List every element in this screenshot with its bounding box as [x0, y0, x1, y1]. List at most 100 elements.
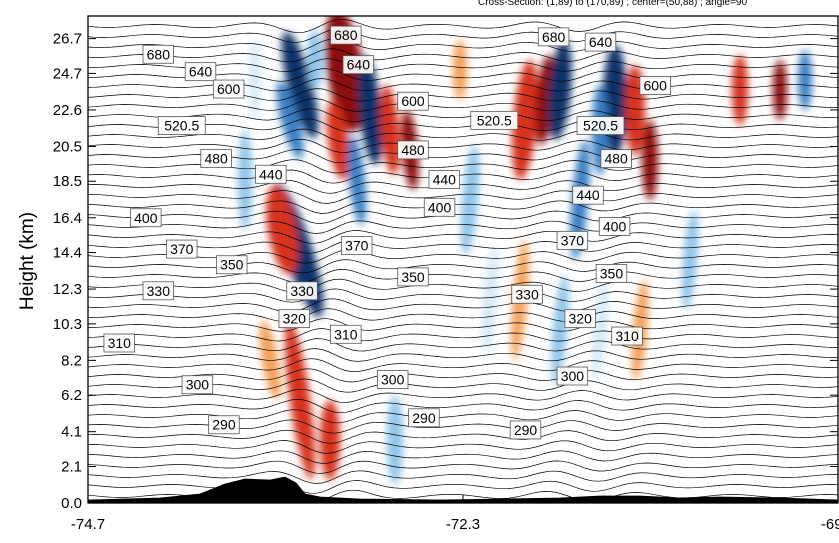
anomaly-blob-21 — [732, 55, 748, 125]
anomaly-blob-26 — [481, 245, 499, 355]
anomaly-blob-22 — [773, 60, 787, 120]
isentrope-line — [88, 440, 838, 454]
contour-label: 640 — [342, 55, 375, 75]
contour-label-text: 330 — [290, 283, 314, 299]
contour-label-text: 600 — [644, 78, 668, 94]
contour-label-text: 520.5 — [164, 118, 199, 134]
contour-label-text: 440 — [433, 171, 457, 187]
isentrope-line — [88, 190, 838, 204]
contour-label: 520.5 — [157, 116, 206, 135]
contour-label-text: 520.5 — [477, 112, 512, 128]
contour-label-box — [600, 149, 632, 169]
contour-label-box — [142, 281, 175, 301]
isentrope-line — [88, 328, 838, 342]
contour-label-text: 680 — [542, 29, 566, 45]
contour-label: 480 — [600, 149, 632, 169]
contour-label-text: 520.5 — [583, 118, 618, 134]
contour-label: 320 — [564, 309, 596, 329]
contour-label-box — [572, 185, 604, 205]
contour-label: 300 — [376, 370, 409, 389]
y-axis: 0.0 2.1 4.1 6.2 8.2 10.3 12.3 14.4 16.4 18.5 20.5 2… — [53, 31, 838, 512]
y-tick-label: 16.4 — [53, 210, 82, 227]
contour-label-box — [342, 55, 375, 75]
contour-label-text: 290 — [412, 410, 436, 426]
y-tick-label: 4.1 — [61, 424, 82, 441]
contour-label-box — [166, 239, 198, 259]
anomaly-blob-28 — [551, 275, 569, 385]
anomaly-blob-31 — [320, 400, 340, 480]
contour-label-text: 330 — [515, 286, 539, 302]
isentrope-line — [88, 118, 838, 133]
isentrope-line — [88, 470, 838, 484]
isentrope-line — [88, 28, 838, 43]
chart-title: Cross-Section: (1,89) to (170,89) ; cent… — [478, 0, 748, 8]
contour-label-text: 440 — [259, 166, 283, 182]
contour-label-box — [341, 236, 373, 255]
contour-label: 520.5 — [576, 116, 625, 135]
contour-label: 680 — [330, 25, 362, 45]
contour-label-text: 640 — [189, 64, 213, 80]
contour-label-text: 640 — [347, 57, 371, 73]
contour-label-box — [576, 116, 625, 135]
contour-label: 480 — [200, 149, 232, 169]
contour-label-box — [142, 44, 175, 64]
isentrope-line — [88, 179, 838, 194]
contour-label-box — [397, 267, 429, 287]
contour-label-box — [130, 208, 162, 228]
contour-label: 330 — [511, 284, 543, 304]
contour-label: 370 — [166, 239, 198, 259]
y-tick-label: 8.2 — [61, 352, 82, 369]
x-tick-label: -74.7 — [71, 516, 105, 533]
contour-label-text: 300 — [381, 372, 405, 388]
anomaly-blob-34 — [238, 130, 252, 230]
contour-label-box — [212, 79, 245, 99]
contour-label-box — [397, 140, 429, 160]
anomaly-blob-33 — [249, 40, 261, 120]
anomaly-blob-32 — [387, 395, 403, 485]
anomaly-blob-23 — [798, 50, 812, 110]
isentrope-line — [88, 239, 838, 254]
contour-label: 600 — [397, 91, 429, 111]
contour-label-text: 320 — [283, 311, 307, 327]
anomaly-blob-36 — [681, 210, 699, 310]
contour-label-box — [428, 170, 460, 189]
contour-label-box — [584, 32, 617, 52]
contour-label: 640 — [584, 32, 617, 52]
anomaly-blob-24 — [453, 40, 467, 100]
contour-label-text: 400 — [134, 210, 158, 226]
isentrope-line — [88, 450, 838, 464]
contour-label: 330 — [286, 281, 318, 301]
y-tick-label: 2.1 — [61, 458, 82, 475]
contour-label-text: 290 — [212, 417, 236, 433]
x-tick-label: -72.3 — [446, 516, 480, 533]
contour-label-text: 480 — [204, 151, 228, 167]
isentrope-line — [88, 368, 838, 383]
isentrope-line — [88, 220, 838, 234]
contour-label: 680 — [537, 27, 570, 47]
contour-label-text: 290 — [514, 422, 538, 438]
contour-label-text: 370 — [561, 232, 585, 248]
contour-label: 440 — [428, 170, 460, 189]
contour-label: 320 — [278, 309, 310, 329]
contour-label: 290 — [408, 408, 440, 428]
contour-label-box — [556, 230, 589, 250]
contour-label: 290 — [208, 415, 240, 435]
contour-label-text: 310 — [334, 326, 358, 342]
contour-label-text: 600 — [401, 93, 425, 109]
y-tick-label: 18.5 — [53, 173, 82, 190]
anomaly-blob-15 — [548, 40, 572, 140]
contour-label-text: 400 — [603, 218, 627, 234]
isentrope-line — [88, 460, 838, 474]
contour-label-text: 330 — [147, 283, 171, 299]
contour-label: 310 — [103, 333, 135, 353]
contour-label-text: 370 — [170, 241, 194, 257]
contour-label: 370 — [556, 230, 589, 250]
anomaly-blob-8 — [285, 320, 315, 480]
isentrope-line — [88, 169, 838, 184]
contour-label-text: 640 — [589, 34, 613, 50]
terrain-fill — [88, 476, 838, 503]
anomaly-blob-7 — [266, 185, 298, 275]
isentrope-line — [88, 108, 838, 123]
contour-label-box — [200, 149, 232, 169]
